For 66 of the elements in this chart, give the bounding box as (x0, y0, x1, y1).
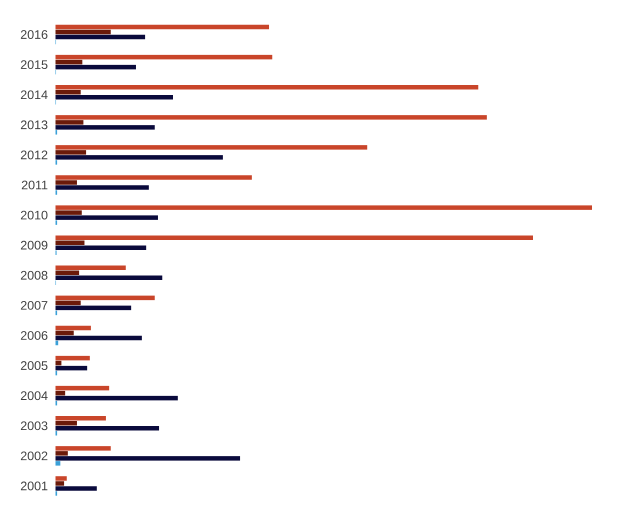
bar (56, 175, 252, 180)
bar (56, 451, 68, 456)
bar (56, 426, 160, 431)
bar (56, 446, 111, 451)
bar (56, 360, 62, 366)
bar (56, 180, 77, 185)
y-tick-label: 2007 (20, 300, 48, 310)
bar (56, 266, 126, 270)
bar (56, 145, 368, 150)
bar (56, 240, 84, 245)
bar (56, 24, 270, 30)
y-tick-label: 2014 (20, 90, 48, 100)
bar (56, 366, 88, 370)
bar (56, 235, 533, 240)
bar (56, 34, 146, 40)
bar (56, 125, 155, 130)
y-tick-label: 2006 (20, 331, 48, 340)
bar (56, 461, 60, 466)
bar (56, 270, 80, 276)
bar (56, 115, 487, 120)
y-tick-label: 2010 (20, 210, 48, 220)
y-tick-label: 2001 (20, 482, 48, 490)
y-tick-label: 2013 (20, 120, 48, 130)
bar (56, 205, 592, 210)
y-tick-label: 2005 (20, 361, 48, 370)
bar (56, 481, 64, 486)
y-tick-label: 2003 (20, 421, 48, 430)
bar (56, 94, 173, 100)
y-tick-label: 2011 (22, 180, 48, 190)
bar (56, 486, 97, 491)
bar (56, 300, 81, 306)
y-tick-label: 2004 (20, 391, 48, 400)
bar (56, 210, 82, 215)
bar (56, 330, 74, 336)
bar (56, 456, 240, 461)
y-tick-label: 2009 (20, 240, 48, 250)
y-tick-label: 2002 (20, 451, 48, 460)
y-tick-label: 2015 (20, 60, 48, 70)
bar (56, 30, 111, 34)
bar (56, 215, 158, 220)
bar (56, 54, 272, 60)
y-tick-label: 2012 (20, 150, 48, 160)
bar (56, 120, 84, 125)
bar (56, 416, 106, 421)
bar (56, 276, 162, 280)
y-tick-label: 2016 (20, 30, 48, 39)
bar (56, 336, 142, 340)
bar (56, 476, 67, 481)
bar (56, 340, 58, 346)
bar (56, 356, 90, 360)
bar (56, 296, 155, 300)
bar (56, 64, 136, 70)
bar (56, 150, 86, 155)
bar (56, 306, 132, 310)
bar (56, 84, 478, 90)
bar (56, 386, 110, 390)
bar (56, 185, 149, 190)
bar (56, 396, 178, 400)
y-tick-label: 2008 (20, 270, 48, 280)
bar (56, 155, 223, 160)
bar (56, 390, 66, 396)
bar (56, 60, 82, 64)
bar (56, 421, 77, 426)
bar (56, 90, 81, 94)
bar (56, 245, 146, 250)
bar (56, 326, 91, 330)
